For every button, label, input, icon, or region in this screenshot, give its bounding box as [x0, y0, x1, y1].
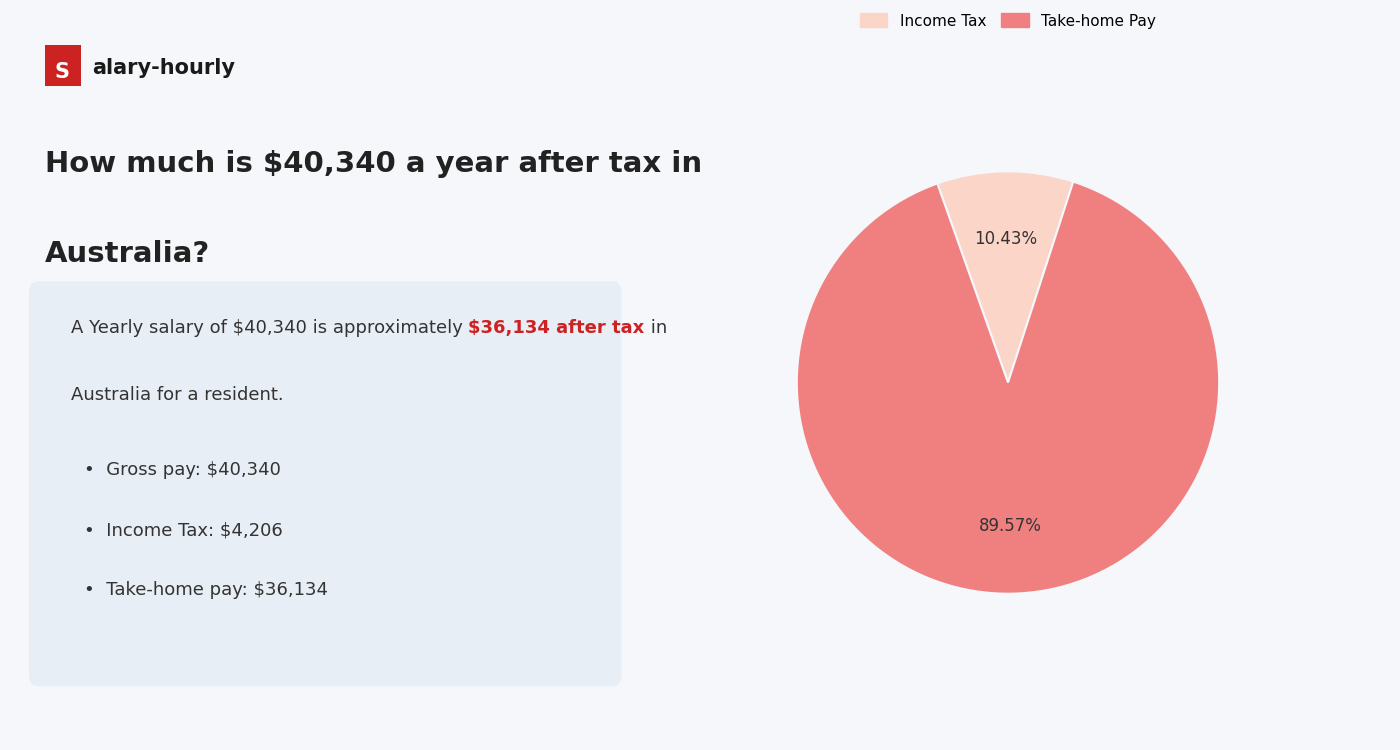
Text: $36,134 after tax: $36,134 after tax — [469, 319, 645, 337]
Wedge shape — [797, 182, 1219, 594]
Text: •  Gross pay: $40,340: • Gross pay: $40,340 — [84, 461, 280, 479]
FancyBboxPatch shape — [29, 281, 622, 686]
FancyBboxPatch shape — [45, 45, 81, 86]
Text: Australia?: Australia? — [45, 240, 210, 268]
Text: A Yearly salary of $40,340 is approximately: A Yearly salary of $40,340 is approximat… — [71, 319, 469, 337]
Text: How much is $40,340 a year after tax in: How much is $40,340 a year after tax in — [45, 150, 703, 178]
Wedge shape — [938, 171, 1074, 382]
Text: alary-hourly: alary-hourly — [92, 58, 235, 79]
Text: Australia for a resident.: Australia for a resident. — [71, 386, 283, 404]
Legend: Income Tax, Take-home Pay: Income Tax, Take-home Pay — [854, 8, 1162, 34]
Text: 10.43%: 10.43% — [974, 230, 1037, 248]
Text: in: in — [645, 319, 666, 337]
Text: •  Income Tax: $4,206: • Income Tax: $4,206 — [84, 521, 283, 539]
Text: 89.57%: 89.57% — [979, 517, 1042, 535]
Text: S: S — [55, 62, 70, 82]
Text: •  Take-home pay: $36,134: • Take-home pay: $36,134 — [84, 581, 328, 599]
